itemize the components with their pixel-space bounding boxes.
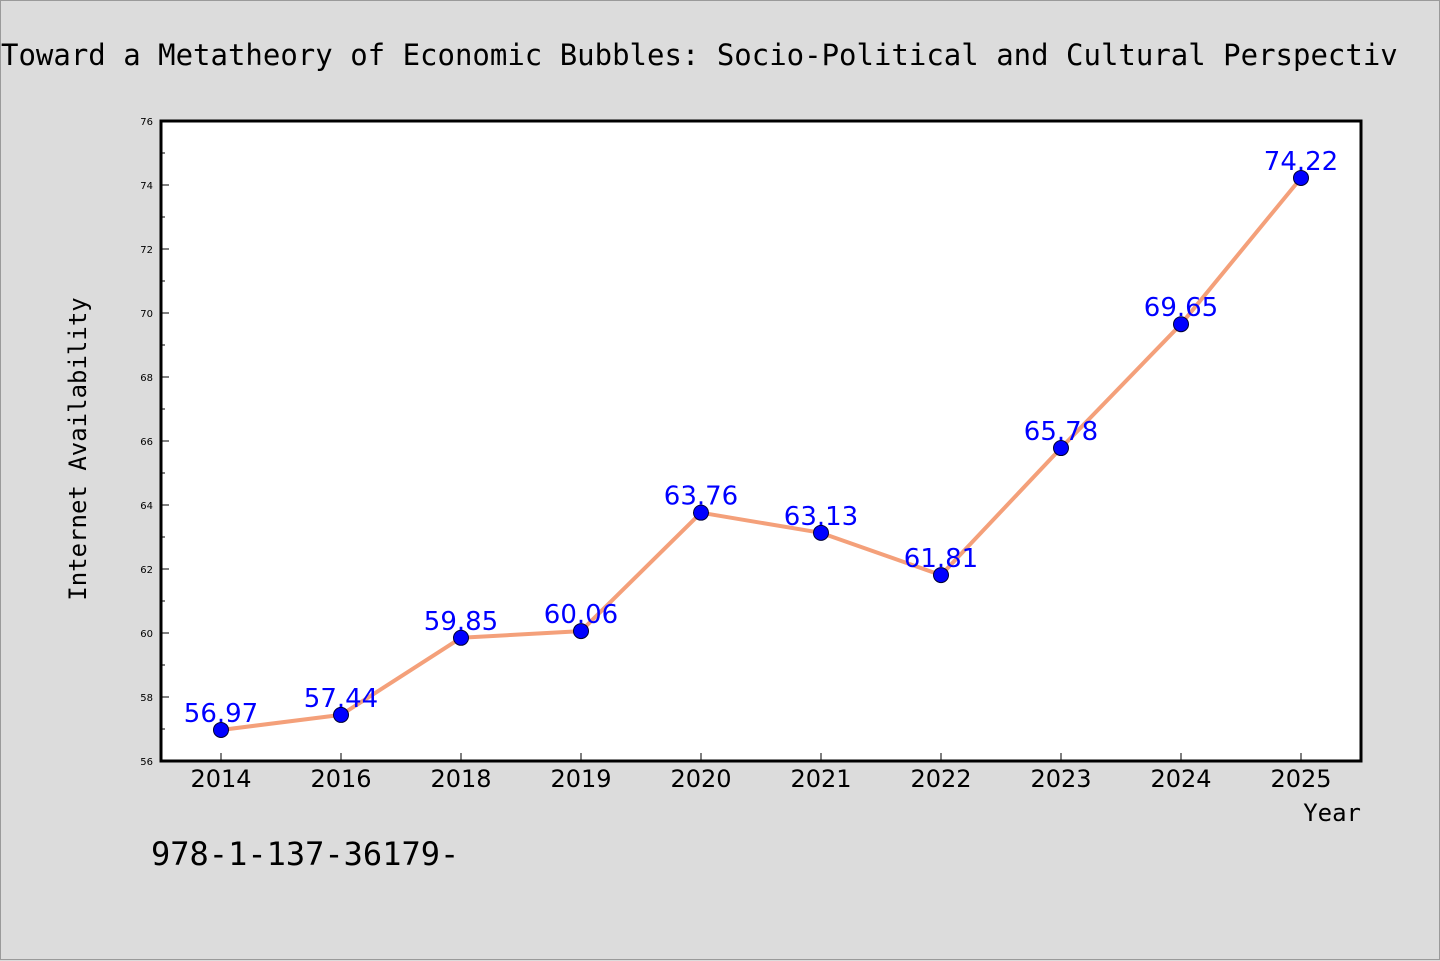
plot-area <box>159 119 1363 763</box>
x-tick-label: 2025 <box>1270 765 1331 793</box>
x-axis-label: Year <box>1303 799 1361 827</box>
x-tick-label: 2014 <box>190 765 251 793</box>
x-tick-label: 2020 <box>670 765 731 793</box>
y-tick-label: 66 <box>140 437 153 448</box>
series-group: 56.97 57.44 59.85 60.06 63.76 63.13 61.81 65.78… <box>184 147 1338 738</box>
y-tick-label: 70 <box>140 309 153 320</box>
data-label: 65.78 <box>1024 417 1098 447</box>
data-point-marker <box>1173 316 1189 333</box>
data-point-marker <box>573 623 589 640</box>
x-tick-label: 2021 <box>790 765 851 793</box>
data-point-marker <box>213 721 229 738</box>
data-label: 63.76 <box>664 482 738 512</box>
x-tick-label: 2018 <box>430 765 491 793</box>
data-point-marker <box>453 629 469 646</box>
data-label: 69.65 <box>1144 293 1218 323</box>
data-point-marker <box>1053 440 1069 457</box>
y-axis-label: Internet Availability <box>64 297 92 600</box>
y-tick-label: 76 <box>140 117 153 128</box>
series-line <box>219 175 1303 732</box>
isbn-text: 978-1-137-36179- <box>151 835 459 873</box>
x-tick-label: 2024 <box>1150 765 1211 793</box>
data-label: 59.85 <box>424 607 498 637</box>
x-tick-label: 2023 <box>1030 765 1091 793</box>
data-point-marker <box>933 567 949 584</box>
data-point-marker <box>1293 169 1309 186</box>
y-tick-label: 68 <box>140 373 153 384</box>
y-tick-label: 64 <box>140 501 153 512</box>
x-axis: 2014 2016 2018 2019 2020 2021 2022 2023 2024 2025 <box>190 753 1332 793</box>
data-label: 56.97 <box>184 699 258 729</box>
y-tick-label: 56 <box>140 757 153 768</box>
data-label: 63.13 <box>784 502 858 532</box>
x-tick-label: 2022 <box>910 765 971 793</box>
chart-title: Toward a Metatheory of Economic Bubbles:… <box>1 38 1398 72</box>
data-point-marker <box>333 706 349 723</box>
data-point-marker <box>693 504 709 521</box>
x-tick-label: 2019 <box>550 765 611 793</box>
data-point-marker <box>813 524 829 541</box>
y-tick-label: 72 <box>140 245 153 256</box>
y-tick-label: 74 <box>140 181 153 192</box>
y-tick-label: 62 <box>140 565 153 576</box>
y-tick-label: 60 <box>140 629 153 640</box>
data-label: 74.22 <box>1264 147 1338 177</box>
data-label: 57.44 <box>304 684 378 714</box>
x-tick-label: 2016 <box>310 765 371 793</box>
data-label: 61.81 <box>904 544 978 574</box>
y-tick-label: 58 <box>140 693 153 704</box>
y-axis: 56 58 60 62 64 66 68 70 72 74 76 <box>140 117 169 768</box>
data-label: 60.06 <box>544 600 618 630</box>
